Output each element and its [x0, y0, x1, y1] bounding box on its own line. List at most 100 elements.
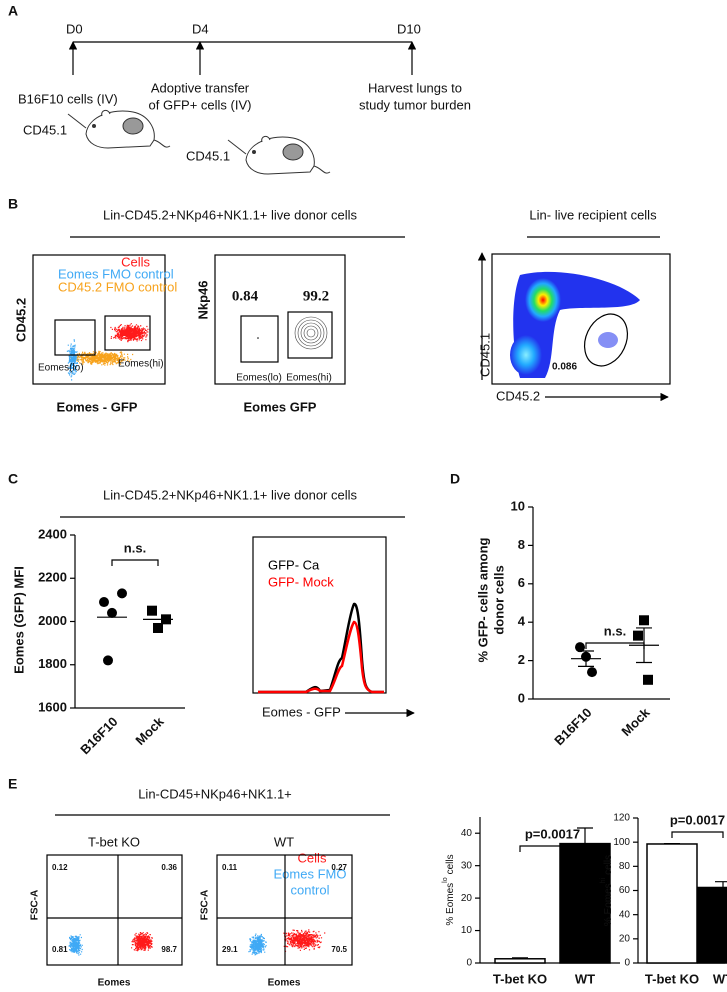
header: Lin-CD45+NKp46+NK1.1+	[138, 786, 292, 801]
x-tick-label: T-bet KO	[493, 971, 547, 986]
annotation: p=0.0017	[525, 826, 580, 841]
data-point	[153, 622, 163, 633]
error-bar	[715, 881, 727, 888]
y-tick-label: 2000	[38, 613, 67, 628]
y-label-part: cells	[445, 854, 456, 874]
y-tick-label: 4	[518, 614, 526, 629]
cell-cloud	[248, 933, 267, 956]
legend-entry: CD45.2 FMO control	[58, 279, 177, 294]
quadrant-percent: 0.12	[52, 863, 68, 872]
y-axis-label: Nkp46	[195, 280, 210, 319]
plot-frame	[491, 253, 671, 385]
data-point	[575, 642, 585, 653]
gate-label: Eomes(lo)	[236, 373, 282, 384]
y-tick-label: 10	[461, 925, 473, 936]
bar	[646, 843, 698, 964]
gate-percent: 99.2	[303, 288, 329, 304]
y-axis-label: FSC-A	[200, 890, 211, 921]
histogram-curve	[258, 602, 384, 694]
header: Lin-CD45.2+NKp46+NK1.1+ live donor cells	[103, 487, 358, 502]
plot-frame	[252, 536, 387, 694]
y-tick-label: 2200	[38, 570, 67, 585]
plot-frame	[32, 254, 166, 385]
legend-entry: Eomes FMO	[274, 866, 347, 881]
mouse-icon	[67, 109, 171, 149]
y-axis-label: FSC-A	[30, 890, 41, 921]
bar	[697, 886, 727, 964]
y-tick-label: 10	[511, 498, 525, 513]
legend-entry: Cells	[121, 254, 150, 269]
cell-cloud	[69, 350, 134, 366]
annotation: p=0.0017	[670, 812, 725, 827]
x-tick-label: Mock	[618, 704, 653, 739]
y-tick-label: 6	[518, 575, 525, 590]
x-axis-label: Eomes GFP	[244, 399, 317, 414]
y-tick-label: 100	[613, 837, 630, 848]
header: Lin- live recipient cells	[529, 207, 657, 222]
panel-label: A	[8, 3, 18, 19]
gate-label: Eomes(hi)	[118, 359, 164, 370]
quadrant-percent: 0.81	[52, 945, 68, 954]
quadrant-percent: 0.36	[161, 863, 177, 872]
plot-title: T-bet KO	[88, 834, 140, 849]
mouse-icon	[227, 135, 331, 175]
plot-frame	[214, 254, 346, 385]
step-text: Adoptive transfer	[151, 80, 250, 95]
x-tick-label: B16F10	[77, 714, 120, 757]
cell-cloud	[66, 339, 79, 381]
gate	[240, 315, 279, 363]
bar	[559, 842, 611, 964]
annotation: n.s.	[124, 540, 146, 555]
event	[257, 337, 259, 339]
data-point	[117, 588, 127, 599]
plot-title: WT	[274, 834, 294, 849]
panel-label: C	[8, 471, 18, 487]
data-point	[643, 674, 653, 685]
cell-cloud	[66, 323, 151, 381]
significance-bracket	[519, 845, 586, 852]
gate	[54, 319, 96, 356]
panel-label: B	[8, 196, 18, 212]
y-axis-label: % GFP- cells among	[475, 537, 490, 662]
x-tick-label: Mock	[132, 713, 167, 748]
quadrant-percent: 98.7	[161, 945, 177, 954]
plot-frame	[46, 854, 183, 966]
panel-label: D	[450, 471, 460, 487]
y-tick-label: 0	[624, 958, 630, 969]
gate	[583, 313, 629, 367]
y-tick-label: 8	[518, 537, 525, 552]
step-text: B16F10 cells (IV)	[18, 91, 118, 106]
y-tick-label: 40	[619, 909, 631, 920]
y-axis-label: % Eomeslo cells	[442, 854, 456, 925]
day-label: D10	[397, 21, 421, 36]
error-bar	[577, 827, 593, 844]
header: Lin-CD45.2+NKp46+NK1.1+ live donor cells	[103, 207, 358, 222]
cell-cloud	[68, 934, 83, 956]
gate-label: Eomes(hi)	[286, 373, 332, 384]
legend-entry: GFP- Ca	[268, 557, 320, 572]
y-label-part: cells	[603, 855, 614, 875]
significance-bracket	[111, 559, 159, 566]
quadrant-percent: 70.5	[331, 945, 347, 954]
y-axis-label: CD45.2	[13, 298, 28, 342]
data-point	[587, 667, 597, 678]
data-point	[103, 655, 113, 666]
y-tick-label: 1600	[38, 699, 67, 714]
data-point	[147, 605, 157, 616]
y-label-sup: hi	[600, 877, 607, 883]
y-label-sup: lo	[442, 877, 449, 883]
strain-label: CD45.1	[23, 122, 67, 137]
y-tick-label: 0	[466, 958, 472, 969]
cell-cloud	[110, 323, 151, 343]
x-tick-label: WT	[575, 971, 595, 986]
y-tick-label: 0	[518, 690, 525, 705]
x-axis-label: CD45.2	[496, 388, 540, 403]
significance-bracket	[585, 642, 645, 649]
gate	[287, 311, 333, 359]
y-axis-label: CD45.1	[477, 333, 492, 377]
gate-percent: 0.84	[232, 288, 259, 304]
strain-label: CD45.1	[186, 148, 230, 163]
y-tick-label: 80	[619, 861, 631, 872]
y-axis-label: Eomes (GFP) MFI	[11, 566, 26, 674]
